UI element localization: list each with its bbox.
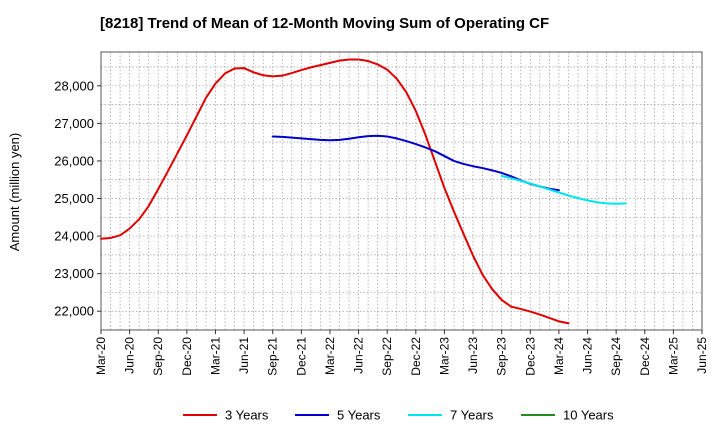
y-axis-label: Amount (million yen) bbox=[7, 133, 22, 252]
y-axis: 22,000 23,000 24,000 25,000 26,000 27,000 28,0… bbox=[54, 78, 101, 319]
x-tick-label: Jun-20 bbox=[123, 337, 137, 374]
series-line-3-years bbox=[100, 58, 570, 325]
x-tick-label: Mar-23 bbox=[437, 337, 451, 375]
x-tick-label: Jun-23 bbox=[466, 337, 480, 374]
x-tick-label: Dec-20 bbox=[180, 337, 194, 376]
x-tick-label: Jun-22 bbox=[352, 337, 366, 374]
x-tick-label: Dec-23 bbox=[523, 337, 537, 376]
y-tick-label: 24,000 bbox=[54, 229, 94, 244]
x-tick-label: Mar-25 bbox=[666, 337, 680, 375]
x-tick-label: Jun-24 bbox=[581, 337, 595, 374]
x-tick-label: Sep-20 bbox=[151, 337, 165, 376]
x-axis: Mar-20 Jun-20 Sep-20 Dec-20 Mar-21 Jun-21 Sep-… bbox=[94, 330, 709, 376]
x-tick-label: Dec-21 bbox=[294, 337, 308, 376]
y-tick-label: 23,000 bbox=[54, 266, 94, 281]
x-tick-label: Mar-24 bbox=[552, 337, 566, 375]
y-tick-label: 28,000 bbox=[54, 78, 94, 93]
legend-label-5-years: 5 Years bbox=[337, 408, 381, 423]
y-tick-label: 25,000 bbox=[54, 191, 94, 206]
x-tick-label: Dec-22 bbox=[409, 337, 423, 376]
x-tick-label: Sep-21 bbox=[266, 337, 280, 376]
x-tick-label: Sep-23 bbox=[495, 337, 509, 376]
series-lines bbox=[100, 58, 627, 325]
legend: 3 Years 5 Years 7 Years 10 Years bbox=[183, 408, 614, 423]
series-line-5-years bbox=[271, 134, 560, 192]
x-tick-label: Mar-21 bbox=[208, 337, 222, 375]
x-tick-label: Sep-24 bbox=[609, 337, 623, 376]
series-line-7-years bbox=[500, 174, 627, 205]
x-tick-label: Jun-25 bbox=[695, 337, 709, 374]
y-tick-label: 22,000 bbox=[54, 304, 94, 319]
y-tick-label: 27,000 bbox=[54, 116, 94, 131]
x-tick-label: Jun-21 bbox=[237, 337, 251, 374]
plot-area bbox=[100, 51, 703, 331]
y-tick-label: 26,000 bbox=[54, 153, 94, 168]
legend-label-3-years: 3 Years bbox=[225, 408, 269, 423]
x-tick-label: Mar-22 bbox=[323, 337, 337, 375]
x-tick-label: Sep-22 bbox=[380, 337, 394, 376]
x-tick-label: Mar-20 bbox=[94, 337, 108, 375]
legend-label-7-years: 7 Years bbox=[450, 408, 494, 423]
chart-title: [8218] Trend of Mean of 12-Month Moving … bbox=[100, 15, 549, 32]
legend-label-10-years: 10 Years bbox=[563, 408, 614, 423]
grid bbox=[101, 52, 702, 330]
x-tick-label: Dec-24 bbox=[638, 337, 652, 376]
